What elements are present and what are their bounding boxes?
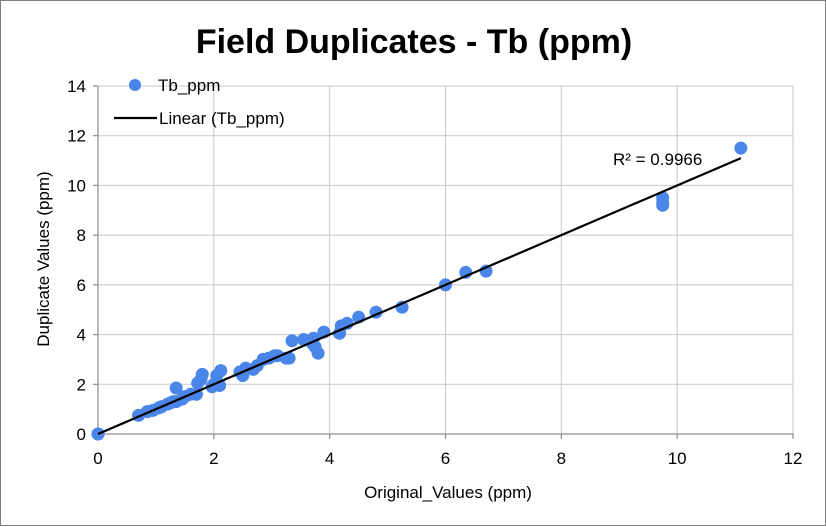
data-point [169,381,183,395]
legend-marker-icon [129,79,141,91]
y-tick-label: 14 [67,77,86,96]
x-tick-label: 12 [784,449,803,468]
data-point [311,346,325,360]
data-point [282,351,296,365]
legend-series-label: Tb_ppm [158,76,220,95]
trendline-group [97,157,742,436]
x-tick-label: 6 [441,449,450,468]
data-point [214,364,228,378]
data-point [285,334,299,348]
y-tick-label: 6 [77,276,86,295]
y-tick-label: 8 [77,226,86,245]
chart-title: Field Duplicates - Tb (ppm) [196,23,632,61]
x-tick-label: 4 [325,449,334,468]
legend-trendline-label: Linear (Tb_ppm) [159,109,285,128]
x-tick-label: 8 [557,449,566,468]
gridlines [98,85,794,434]
x-axis-tick-labels: 0 2 4 6 8 10 12 [93,449,802,468]
x-tick-label: 2 [209,449,218,468]
data-point [656,191,670,205]
y-tick-label: 12 [67,127,86,146]
y-axis-tick-labels: 0 2 4 6 8 10 12 14 [67,77,86,444]
data-point [734,141,748,155]
legend: Tb_ppm Linear (Tb_ppm) [114,76,285,128]
x-axis-title: Original_Values (ppm) [364,483,532,502]
r-squared-label: R² = 0.9966 [613,150,702,169]
y-tick-label: 4 [77,326,86,345]
y-tick-label: 10 [67,176,86,195]
data-point [195,367,209,381]
trendline [97,157,742,436]
x-tick-label: 10 [668,449,687,468]
axes [93,85,794,439]
x-tick-label: 0 [93,449,102,468]
y-tick-label: 2 [77,375,86,394]
y-axis-title: Duplicate Values (ppm) [34,171,53,346]
y-tick-label: 0 [77,425,86,444]
